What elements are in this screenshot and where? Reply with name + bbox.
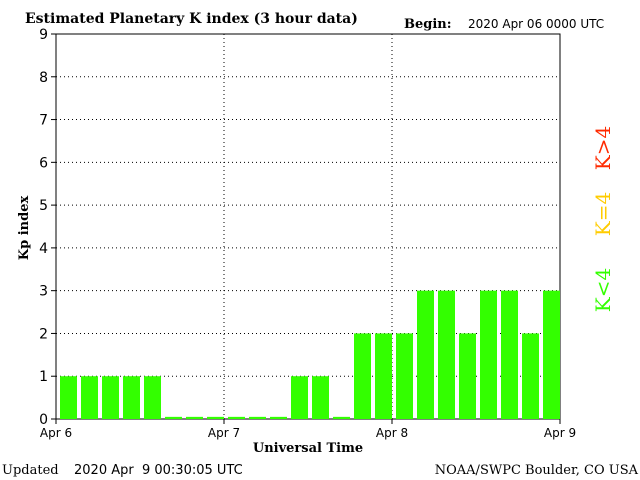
kp-bar [60,376,77,419]
y-tick-label: 9 [39,27,48,43]
updated-value: 2020 Apr 9 00:30:05 UTC [74,463,243,478]
kp-bar [270,416,287,419]
kp-bar [123,376,140,419]
kp-bar [459,333,476,419]
bar-series [60,290,560,419]
y-axis: 0 1 2 3 4 5 6 7 8 9 [39,27,56,428]
x-axis: Apr 6 Apr 7 Apr 8 Apr 9 [40,419,576,440]
kp-bar [144,376,161,419]
kp-bar [249,416,266,419]
kp-bar [228,416,245,419]
y-tick-label: 6 [39,155,48,171]
kp-bar [354,333,371,419]
y-tick-label: 1 [39,369,48,385]
begin-value: 2020 Apr 06 0000 UTC [468,17,604,31]
legend-label: K<4 [591,268,615,312]
kp-bar [186,416,203,419]
kp-bar [396,333,413,419]
legend: K>4 K=4 K<4 [591,126,615,312]
kp-bar [333,416,350,419]
y-tick-label: 5 [39,198,48,214]
kp-bar [543,290,560,419]
y-tick-label: 3 [39,284,48,300]
kp-bar [438,290,455,419]
kp-bar [417,290,434,419]
begin-label: Begin: [404,17,452,32]
y-tick-label: 2 [39,326,48,342]
kp-bar [480,290,497,419]
kp-bar [312,376,329,419]
y-tick-label: 7 [39,113,48,129]
kp-bar [165,416,182,419]
x-tick-label: Apr 7 [208,426,240,440]
x-axis-title: Universal Time [253,441,363,456]
legend-label: K=4 [591,192,615,236]
x-tick-label: Apr 6 [40,426,72,440]
y-axis-title: Kp index [17,196,32,261]
kp-bar [522,333,539,419]
updated-label: Updated [2,463,59,478]
x-tick-label: Apr 8 [376,426,408,440]
legend-label: K>4 [591,126,615,170]
chart-title: Estimated Planetary K index (3 hour data… [25,11,358,27]
kp-bar [81,376,98,419]
kp-bar [501,290,518,419]
y-tick-label: 4 [39,241,48,257]
kp-bar [102,376,119,419]
kp-bar [291,376,308,419]
y-tick-label: 8 [39,70,48,86]
kp-bar [207,416,224,419]
y-tick-label: 0 [39,412,48,428]
x-tick-label: Apr 9 [544,426,576,440]
credit-text: NOAA/SWPC Boulder, CO USA [435,463,639,478]
kp-bar [375,333,392,419]
